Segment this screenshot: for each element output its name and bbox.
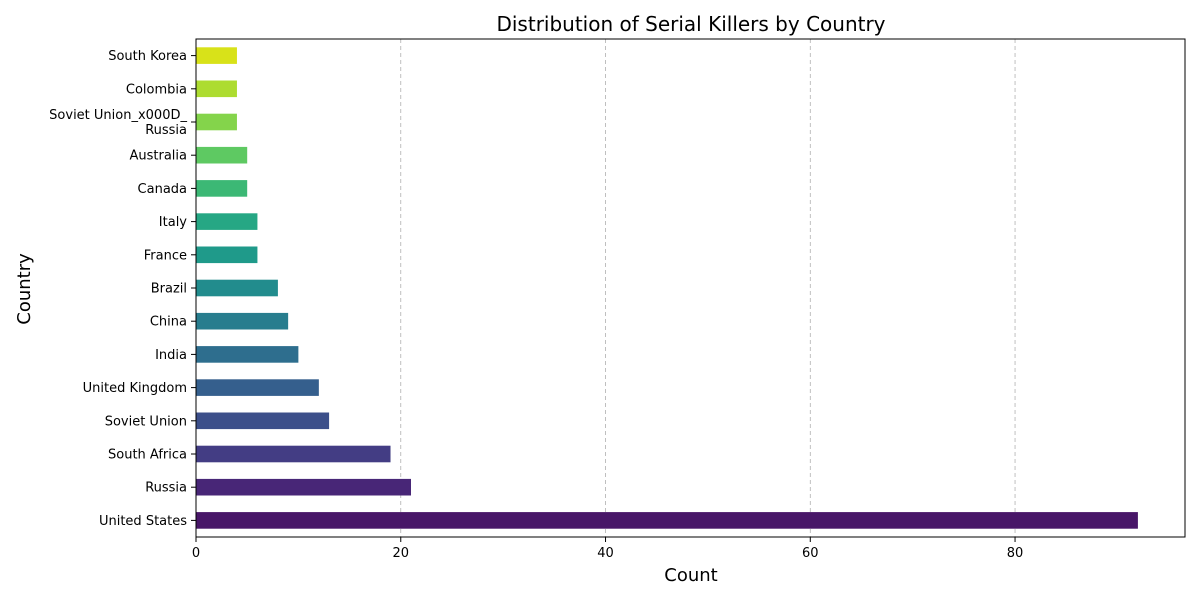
- y-tick-label: United Kingdom: [83, 381, 187, 396]
- y-tick-label: India: [155, 348, 187, 363]
- bar: [196, 246, 258, 264]
- y-tick-label: China: [150, 315, 187, 330]
- y-tick-label: Brazil: [151, 282, 187, 297]
- bar: [196, 412, 330, 430]
- y-axis-ticks: United States Russia South Africa Soviet Un…: [49, 49, 196, 529]
- bar: [196, 47, 237, 64]
- bar: [196, 346, 299, 363]
- y-tick-label: United States: [99, 514, 187, 529]
- bar: [196, 80, 237, 98]
- y-tick-label: Colombia: [126, 82, 187, 97]
- y-tick-label: South Korea: [108, 49, 187, 64]
- y-tick-label: Russia: [145, 481, 187, 496]
- bars: [196, 47, 1138, 529]
- y-tick-label: Soviet Union: [105, 414, 187, 429]
- bar: [196, 379, 319, 396]
- bar: [196, 113, 237, 131]
- x-tick-label: 0: [192, 546, 200, 561]
- bar: [196, 180, 248, 197]
- bar: [196, 213, 258, 230]
- y-tick-label: Soviet Union_x000D_ Russia: [49, 108, 187, 138]
- y-tick-label: France: [144, 248, 187, 263]
- y-axis-label: Country: [14, 253, 35, 325]
- bar: [196, 478, 411, 496]
- bar: [196, 312, 289, 330]
- chart-title: Distribution of Serial Killers by Countr…: [496, 12, 885, 36]
- x-tick-label: 80: [1007, 546, 1024, 561]
- y-tick-label: Italy: [159, 215, 188, 230]
- x-axis-ticks: 0 20 40 60 80: [192, 537, 1023, 561]
- x-tick-label: 60: [802, 546, 819, 561]
- x-tick-label: 40: [597, 546, 614, 561]
- y-tick-label: Canada: [138, 182, 187, 197]
- bar: [196, 445, 391, 463]
- y-tick-label: Australia: [129, 149, 187, 164]
- grid-lines: [400, 39, 1016, 537]
- x-tick-label: 20: [392, 546, 409, 561]
- bar: [196, 512, 1138, 529]
- bar: [196, 146, 248, 164]
- x-axis-label: Count: [664, 565, 717, 586]
- bar: [196, 279, 278, 297]
- y-tick-label: South Africa: [108, 448, 187, 463]
